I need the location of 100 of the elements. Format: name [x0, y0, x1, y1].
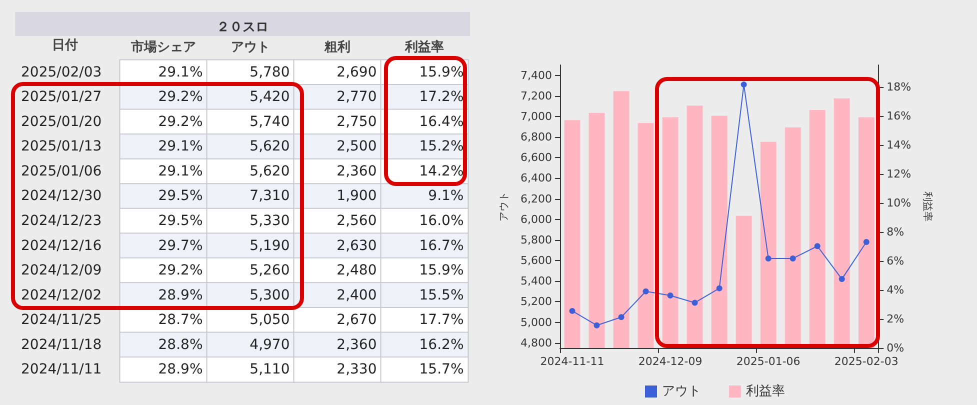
data-label: 5,740 [250, 114, 290, 130]
data-label: 28.8% [158, 336, 203, 353]
y2-tick-label: 4% [886, 283, 904, 296]
point [740, 82, 747, 88]
y-axis-title: アウト [499, 192, 510, 222]
bar [613, 91, 630, 348]
y-tick-label: 2025/02/03 [21, 64, 102, 80]
y-tick-label: 7,000 [520, 110, 552, 123]
y-tick-label: 5,200 [520, 295, 552, 308]
y-tick-label: 7,400 [520, 68, 552, 82]
data-label: 2,360 [336, 336, 377, 353]
y-tick-label: 5,400 [520, 274, 552, 288]
data-label: 9.1% [428, 188, 464, 204]
data-label: 2,400 [336, 287, 377, 304]
y-tick-label: 2024/12/23 [21, 213, 102, 229]
x-tick-label: 粗利 [324, 39, 350, 55]
y-tick-label: 4,800 [520, 336, 552, 350]
y-tick-label: 2024/12/09 [21, 262, 102, 279]
data-label: 5,420 [250, 89, 290, 106]
y-tick-label: 6,000 [520, 212, 552, 226]
data-label: 2,670 [336, 312, 377, 328]
legend-label: アウト [662, 384, 701, 399]
y-tick-label: 6,600 [520, 151, 552, 164]
x-tick-label: 2025-01-06 [736, 355, 800, 368]
data-label: 7,310 [250, 188, 290, 204]
data-label: 2,500 [336, 138, 377, 155]
data-label: 5,300 [250, 287, 290, 304]
x-tick-label: 2024-11-11 [540, 355, 604, 368]
point [618, 314, 624, 320]
y2-tick-label: 10% [886, 196, 912, 210]
data-label: 29.7% [158, 238, 203, 254]
point [692, 300, 698, 306]
data-label: 16.0% [419, 213, 464, 229]
x-tick-label: アウト [231, 40, 270, 55]
y2-tick-label: 18% [886, 80, 912, 94]
data-label: 15.9% [419, 64, 464, 80]
x-tick-label: 2025-02-03 [834, 355, 898, 368]
y-tick-label: 6,400 [520, 172, 552, 185]
data-label: 5,620 [250, 163, 290, 180]
point [790, 255, 796, 262]
y-tick-label: 2025/01/20 [21, 114, 102, 130]
y-tick-label: 7,200 [520, 89, 552, 102]
y-tick-label: 5,800 [520, 233, 552, 246]
data-label: 5,050 [250, 312, 290, 328]
x-tick-label: 2024-12-09 [638, 355, 702, 368]
data-label: 16.7% [419, 238, 464, 254]
data-label: 29.1% [158, 64, 203, 80]
data-label: 15.9% [419, 262, 464, 279]
data-label: 29.1% [158, 163, 203, 180]
bar [564, 120, 580, 348]
data-label: 2,690 [336, 64, 377, 80]
y-tick-label: 2024/12/02 [21, 287, 102, 304]
data-label: 29.1% [158, 138, 203, 155]
data-label: 5,190 [250, 238, 290, 254]
point [569, 308, 576, 314]
data-label: 2,480 [336, 262, 377, 279]
y2-tick-label: 6% [886, 254, 904, 268]
point [863, 239, 870, 245]
point [716, 285, 722, 292]
y-tick-label: 6,800 [520, 130, 552, 144]
data-label: 29.2% [158, 114, 203, 130]
legend-label: 利益率 [746, 383, 785, 399]
point [642, 288, 649, 294]
data-label: 29.2% [158, 89, 203, 106]
y-tick-label: 5,600 [520, 254, 552, 268]
data-label: 2,360 [336, 163, 377, 180]
chart-title: ２０スロ [216, 20, 268, 35]
y-tick-label: 2024/11/11 [21, 362, 102, 378]
bar [638, 123, 654, 348]
y2-tick-label: 16% [886, 109, 912, 122]
data-label: 29.5% [158, 188, 203, 204]
y-tick-label: 2024/12/16 [21, 238, 102, 254]
y-tick-label: 2024/12/30 [21, 188, 102, 204]
y-tick-label: 6,200 [520, 192, 552, 206]
y-axis-title: 日付 [52, 38, 78, 53]
data-label: 15.2% [419, 138, 464, 155]
data-label: 15.7% [419, 362, 464, 378]
data-label: 2,330 [336, 362, 377, 378]
y2-tick-label: 0% [886, 342, 904, 354]
data-label: 5,110 [250, 362, 290, 378]
x-tick-label: 市場シェア [130, 39, 196, 55]
y-tick-label: 5,000 [520, 316, 552, 329]
point [765, 255, 772, 262]
data-label: 5,620 [250, 138, 290, 155]
data-label: 16.2% [419, 336, 464, 353]
point [594, 322, 600, 328]
data-label: 28.9% [158, 287, 203, 304]
point [814, 243, 820, 250]
point [667, 292, 674, 299]
y-tick-label: 2025/01/06 [21, 163, 102, 180]
bar [588, 112, 605, 348]
data-label: 17.7% [419, 312, 464, 328]
y2-axis-title: 利益率 [922, 192, 934, 222]
y-tick-label: 2025/01/27 [21, 89, 102, 106]
data-label: 14.2% [419, 163, 464, 180]
data-label: 28.7% [158, 312, 203, 328]
data-label: 29.5% [158, 213, 203, 229]
data-label: 2,770 [336, 89, 377, 106]
y-tick-label: 2024/11/18 [21, 336, 102, 353]
y2-tick-label: 2% [886, 312, 904, 326]
